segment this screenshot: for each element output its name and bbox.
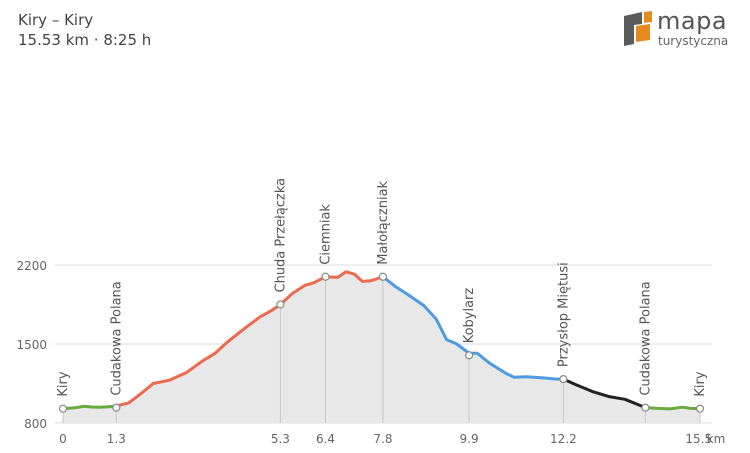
y-tick-label: 2200 <box>16 259 47 273</box>
logo-subword: turystyczna <box>658 34 729 48</box>
waypoint-marker <box>112 403 121 412</box>
waypoint-marker <box>276 300 285 309</box>
x-tick-label: 5.3 <box>271 432 290 446</box>
waypoint-marker <box>321 272 330 281</box>
profile-segment-orange <box>114 270 385 408</box>
waypoint-label: Małołączniak <box>376 180 391 264</box>
waypoint-label: Cudakowa Polana <box>109 281 124 395</box>
route-distance: 15.53 km <box>18 31 90 49</box>
route-title: Kiry – Kiry <box>18 11 94 29</box>
profile-segment-green <box>643 405 702 411</box>
waypoint-label: Cudakowa Polana <box>638 281 653 395</box>
x-tick-label: 9.9 <box>460 432 479 446</box>
profile-segment-black <box>561 377 647 410</box>
route-summary: 15.53 km · 8:25 h <box>18 30 151 50</box>
x-axis-unit: km <box>707 432 726 446</box>
elevation-area <box>63 271 700 423</box>
x-tick-label: 0 <box>59 432 67 446</box>
waypoint-label: Przysłop Miętusi <box>556 262 571 367</box>
y-tick-label: 1500 <box>16 338 47 352</box>
waypoint-marker <box>378 272 388 281</box>
waypoint-label: Ciemniak <box>319 204 334 265</box>
waypoint-label: Chuda Przełączka <box>273 178 288 293</box>
waypoint-marker <box>559 374 568 384</box>
logo-word: mapa <box>657 7 728 35</box>
x-tick-label: 12.2 <box>550 432 577 446</box>
route-duration: 8:25 h <box>103 31 152 49</box>
route-header: Kiry – Kiry 15.53 km · 8:25 h <box>18 10 151 50</box>
y-tick-label: 800 <box>24 417 47 431</box>
mapa-turystyczna-logo[interactable]: mapa turystyczna <box>620 7 740 50</box>
x-tick-label: 6.4 <box>316 432 335 446</box>
summary-separator: · <box>89 31 104 49</box>
waypoint-label: Kiry <box>56 371 71 396</box>
profile-segment-blue <box>381 275 565 381</box>
x-tick-label: 15.5 <box>685 432 712 446</box>
waypoint-label: Kiry <box>693 371 708 396</box>
waypoint-marker <box>464 351 474 360</box>
logo-mark-icon <box>624 11 652 46</box>
waypoint-marker <box>58 404 68 413</box>
profile-segment-green <box>61 404 118 411</box>
waypoint-marker <box>695 404 705 413</box>
waypoint-label: Kobylarz <box>462 288 477 344</box>
x-tick-label: 7.8 <box>373 432 392 446</box>
waypoint-marker <box>641 403 650 412</box>
x-tick-label: 1.3 <box>107 432 126 446</box>
